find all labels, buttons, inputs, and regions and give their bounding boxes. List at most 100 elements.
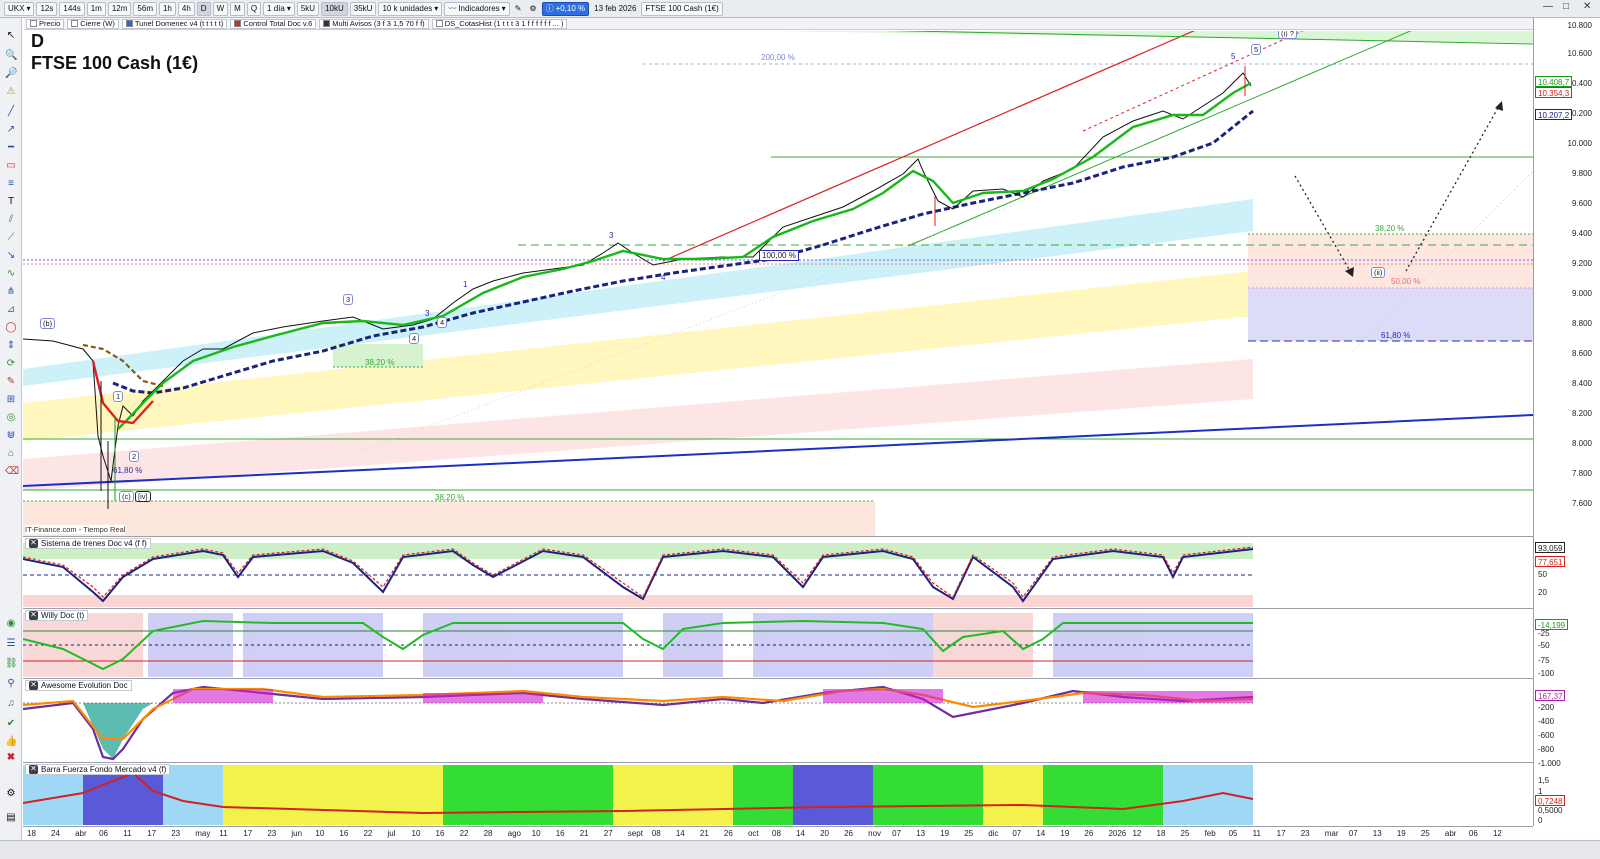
checkbox-icon[interactable] — [125, 20, 133, 27]
price-label: 10.000 — [1567, 139, 1592, 148]
gear-icon[interactable]: ⚙ — [529, 3, 537, 13]
cycle-tool-icon[interactable]: ⟳ — [6, 358, 16, 369]
eye-icon[interactable]: ◉ — [6, 618, 16, 629]
thumbs-up-icon[interactable]: 👍 — [5, 736, 18, 747]
line-tool-icon[interactable]: ╱ — [7, 106, 15, 117]
pane-awesome-evolution[interactable]: ✕ Awesome Evolution Doc — [23, 678, 1533, 762]
unit-10k[interactable]: 10kU — [321, 1, 348, 16]
close-pane-icon[interactable]: ✕ — [29, 680, 38, 690]
channel-tool-icon[interactable]: ⫽ — [8, 214, 14, 225]
close-icon[interactable]: ✕ — [1583, 1, 1592, 12]
interval-12m[interactable]: 12m — [107, 1, 132, 16]
close-pane-icon[interactable]: ✕ — [29, 764, 38, 774]
text-tool-icon[interactable]: T — [7, 196, 15, 207]
price-chart[interactable]: D FTSE 100 Cash (1€) IT-Finance.com - Ti… — [23, 31, 1533, 536]
wave-label[interactable]: (b) — [40, 318, 56, 329]
indicators-button[interactable]: 〰 Indicadores ▾ — [444, 1, 510, 16]
units-select[interactable]: 10 k unidades ▾ — [378, 1, 443, 16]
pin-icon[interactable]: ⚲ — [7, 678, 15, 689]
check-icon[interactable]: ✔ — [6, 718, 16, 729]
wave-label[interactable]: (ii) — [1371, 267, 1386, 278]
interval-4h[interactable]: 4h — [177, 1, 195, 16]
eraser-icon[interactable]: ⌫ — [5, 466, 20, 477]
fib-618-label: 61,80 % — [1381, 331, 1411, 340]
tab-cotashist[interactable]: DS_CotasHist (1 t t t 3 1 f f f f f f ..… — [431, 18, 568, 29]
tab-control-total[interactable]: Control Total Doc v.6 — [230, 18, 317, 29]
interval-12s[interactable]: 12s — [36, 1, 58, 16]
wave-label[interactable]: [iv] — [135, 491, 151, 502]
rectangle-tool-icon[interactable]: ▭ — [6, 160, 16, 171]
maximize-icon[interactable]: □ — [1563, 1, 1570, 12]
wave-label[interactable]: (i) ? — [1278, 31, 1297, 39]
zoom-out-icon[interactable]: 🔎 — [5, 68, 18, 79]
trend-tool-icon[interactable]: ⟋ — [7, 232, 15, 243]
grid-tool-icon[interactable]: ⊞ — [6, 394, 16, 405]
ray-tool-icon[interactable]: ↗ — [6, 124, 16, 135]
delete-icon[interactable]: ✖ — [6, 752, 16, 763]
chain-icon[interactable]: ⛓ — [5, 658, 18, 669]
interval-d[interactable]: D — [196, 1, 211, 16]
indicator-tabs: Precio Cierre (W) Tunel Domenec v4 (t t … — [24, 18, 1600, 30]
wave-label[interactable]: (c) — [119, 491, 134, 502]
minimize-icon[interactable]: — — [1543, 1, 1553, 12]
symbol-select[interactable]: UKX ▾ — [4, 1, 35, 16]
alert-icon[interactable]: ⚠ — [6, 86, 16, 97]
ellipse-tool-icon[interactable]: ◯ — [5, 322, 17, 333]
pencil-tool-icon[interactable]: ✎ — [6, 376, 16, 387]
settings-icon[interactable]: ⚙ — [6, 788, 16, 799]
arrow-tool-icon[interactable]: ↘ — [6, 250, 16, 261]
time-axis[interactable]: 18 24 abr 06 11 17 23 may 11 17 23 jun 10 16 22 jul 10 16… — [23, 826, 1533, 840]
interval-1m[interactable]: 1m — [86, 1, 106, 16]
interval-1h[interactable]: 1h — [158, 1, 176, 16]
wave-label[interactable]: 4 — [437, 317, 448, 328]
unit-5k[interactable]: 5kU — [296, 1, 320, 16]
pane3-level: -200 — [1538, 703, 1555, 712]
pane-barra-fuerza[interactable]: ✕ Barra Fuerza Fondo Mercado v4 (f) — [23, 762, 1533, 826]
interval-w[interactable]: W — [212, 1, 229, 16]
interval-q[interactable]: Q — [246, 1, 262, 16]
layers-icon[interactable]: ☰ — [6, 638, 16, 649]
time-axis-label: 06 — [99, 829, 108, 838]
checkbox-icon[interactable] — [71, 20, 79, 27]
close-pane-icon[interactable]: ✕ — [29, 538, 38, 548]
lock-icon[interactable]: ⌂ — [7, 448, 15, 459]
sound-icon[interactable]: ♫ — [7, 698, 15, 709]
wave-label[interactable]: 2 — [129, 451, 140, 462]
fan-tool-icon[interactable]: ⊿ — [6, 304, 16, 315]
interval-m[interactable]: M — [230, 1, 245, 16]
cursor-icon[interactable]: ↖ — [6, 30, 16, 41]
wave-tool-icon[interactable]: ∿ — [6, 268, 16, 279]
time-axis-label: 27 — [603, 829, 613, 838]
pane-sistema-trenes[interactable]: ✕ Sistema de trenes Doc v4 (f f) — [23, 536, 1533, 608]
price-label: 10.600 — [1567, 49, 1592, 58]
wave-label[interactable]: 3 — [343, 294, 354, 305]
period-select[interactable]: 1 día ▾ — [263, 1, 295, 16]
fib-tool-icon[interactable]: ≡ — [8, 178, 14, 189]
checkbox-icon[interactable] — [234, 20, 242, 27]
wave-label[interactable]: 5 — [1251, 44, 1262, 55]
checkbox-icon[interactable] — [30, 20, 37, 27]
target-tool-icon[interactable]: ◎ — [6, 412, 16, 423]
pane-willy[interactable]: ✕ Willy Doc (t) — [23, 608, 1533, 678]
tab-tunel[interactable]: Tunel Domenec v4 (t t t t t) — [121, 18, 228, 29]
price-scale[interactable]: 10.800 10.600 10.400 10.200 10.000 9.800… — [1533, 18, 1600, 826]
tab-cierre[interactable]: Cierre (W) — [67, 18, 119, 29]
hline-tool-icon[interactable]: ━ — [7, 142, 15, 153]
checkbox-icon[interactable] — [323, 20, 331, 27]
wave-label[interactable]: 1 — [113, 391, 124, 402]
zoom-icon[interactable]: 🔍 — [5, 50, 18, 61]
wave-label[interactable]: 4 — [409, 333, 420, 344]
checkbox-icon[interactable] — [435, 20, 443, 27]
interval-56m[interactable]: 56m — [133, 1, 157, 16]
pane2-level: -25 — [1538, 629, 1550, 638]
unit-35k[interactable]: 35kU — [349, 1, 377, 16]
close-pane-icon[interactable]: ✕ — [29, 610, 38, 620]
tab-precio[interactable]: Precio — [26, 18, 65, 29]
pitchfork-icon[interactable]: ⋔ — [6, 286, 16, 297]
tab-multi-avisos[interactable]: Multi Avisos (3 f 3 1,5 70 f f) — [319, 18, 429, 29]
interval-144s[interactable]: 144s — [59, 1, 85, 16]
magnet-icon[interactable]: ⋓ — [6, 430, 16, 441]
measure-tool-icon[interactable]: ⇕ — [6, 340, 16, 351]
expand-icon[interactable]: ▤ — [6, 812, 16, 823]
chart-tools-icon[interactable]: ✎ — [514, 3, 522, 13]
